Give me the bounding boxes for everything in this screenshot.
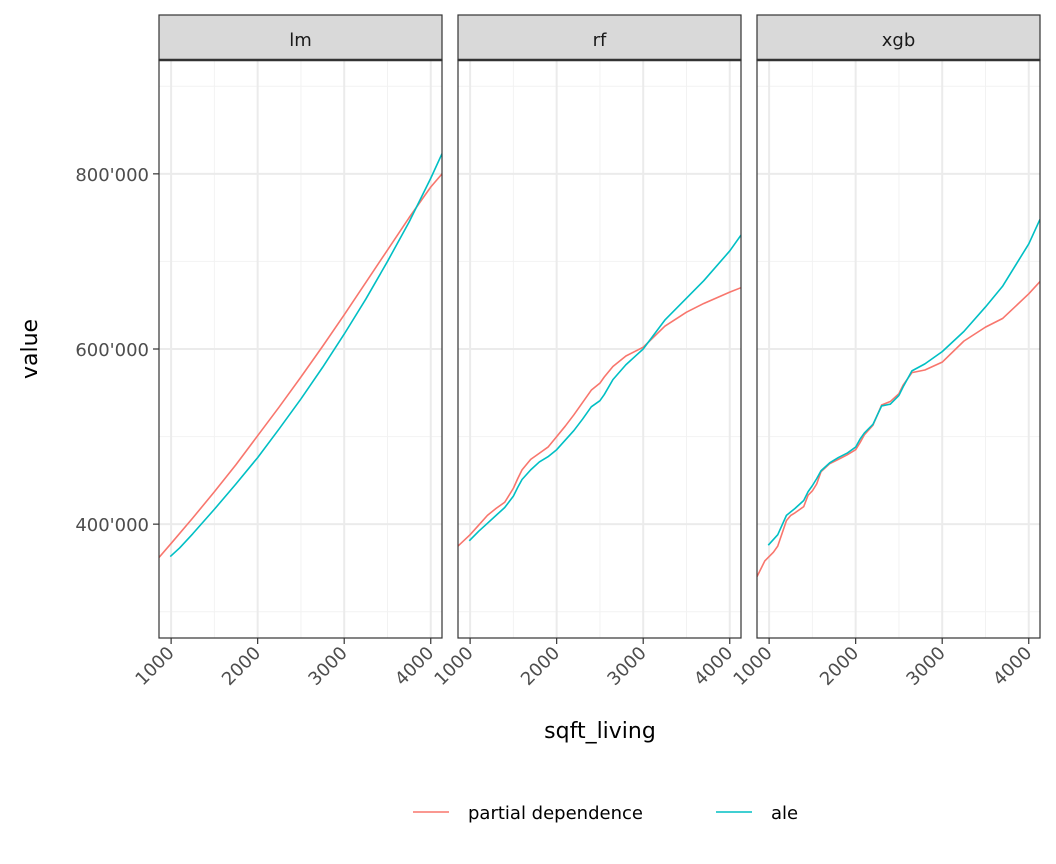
x-tick-label: 4000 — [690, 643, 737, 690]
facet-strip-label: lm — [289, 30, 312, 51]
x-tick-label: 1000 — [729, 643, 776, 690]
series-line-partial-dependence — [458, 286, 741, 547]
x-tick-label: 4000 — [391, 643, 438, 690]
legend-item: partial dependence — [413, 803, 643, 824]
legend: partial dependence ale — [413, 803, 798, 824]
series-line-partial-dependence — [159, 173, 442, 558]
series-line-partial-dependence — [757, 281, 1040, 578]
series-lines — [757, 219, 1040, 578]
facet-strip — [756, 14, 1041, 61]
y-axis: 400'000 600'000 800'000 — [75, 165, 159, 536]
x-tick-label: 3000 — [304, 643, 351, 690]
x-tick-label: 3000 — [902, 643, 949, 690]
panels-layer: lm 1000 2000 3000 4000 rf 1000 2000 3000 4000 xgb 1… — [131, 14, 1041, 690]
x-tick-label: 2000 — [816, 643, 863, 690]
x-axis-title: sqft_living — [544, 719, 656, 744]
y-tick-label: 400'000 — [75, 515, 149, 536]
series-lines — [159, 153, 442, 558]
legend-label: partial dependence — [468, 803, 643, 824]
series-line-ale — [468, 234, 741, 542]
y-axis-title: value — [18, 319, 43, 379]
x-tick-label: 4000 — [989, 643, 1036, 690]
x-tick-label: 2000 — [218, 643, 265, 690]
facet-strip-label: rf — [593, 30, 607, 51]
y-tick-label: 600'000 — [75, 340, 149, 361]
panel-xgb: xgb 1000 2000 3000 4000 — [729, 14, 1041, 690]
series-lines — [458, 234, 741, 547]
series-line-ale — [767, 219, 1040, 546]
x-tick-label: 3000 — [603, 643, 650, 690]
x-tick-label: 2000 — [517, 643, 564, 690]
x-tick-label: 1000 — [131, 643, 178, 690]
panel-rf: rf 1000 2000 3000 4000 — [430, 14, 742, 690]
gridlines — [757, 60, 1040, 638]
series-line-ale — [169, 153, 442, 558]
x-tick-label: 1000 — [430, 643, 477, 690]
gridlines — [159, 60, 442, 638]
legend-label: ale — [771, 803, 798, 824]
facet-strip-label: xgb — [882, 30, 916, 51]
legend-item: ale — [716, 803, 798, 824]
facet-strip — [457, 14, 742, 61]
y-tick-label: 800'000 — [75, 165, 149, 186]
panel-lm: lm 1000 2000 3000 4000 — [131, 14, 443, 690]
